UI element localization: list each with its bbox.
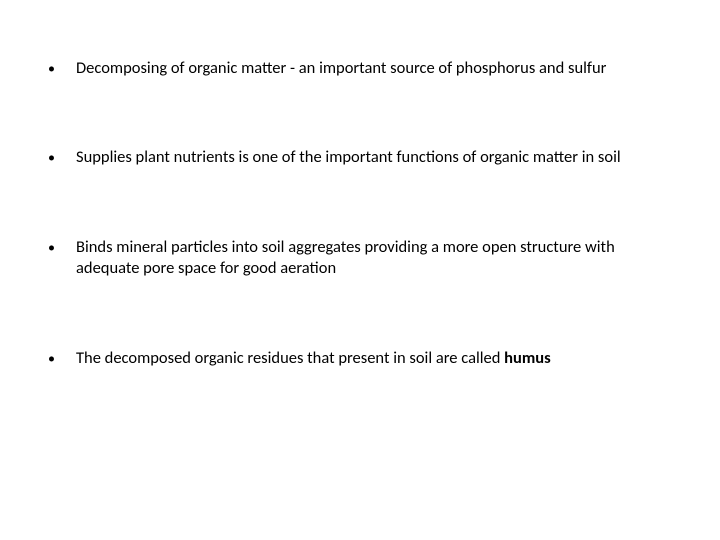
bullet-text: Binds mineral particles into soil aggreg… <box>76 237 672 280</box>
slide-content: • Decomposing of organic matter - an imp… <box>0 0 720 540</box>
bullet-text: Decomposing of organic matter - an impor… <box>76 58 672 79</box>
list-item: • Supplies plant nutrients is one of the… <box>48 147 672 168</box>
bullet-icon: • <box>48 237 76 257</box>
list-item: • The decomposed organic residues that p… <box>48 348 672 369</box>
bullet-icon: • <box>48 58 76 78</box>
list-item: • Decomposing of organic matter - an imp… <box>48 58 672 79</box>
bullet-list: • Decomposing of organic matter - an imp… <box>48 58 672 369</box>
bullet-text: The decomposed organic residues that pre… <box>76 348 672 369</box>
bullet-text: Supplies plant nutrients is one of the i… <box>76 147 672 168</box>
bullet-icon: • <box>48 147 76 167</box>
list-item: • Binds mineral particles into soil aggr… <box>48 237 672 280</box>
bullet-icon: • <box>48 348 76 368</box>
